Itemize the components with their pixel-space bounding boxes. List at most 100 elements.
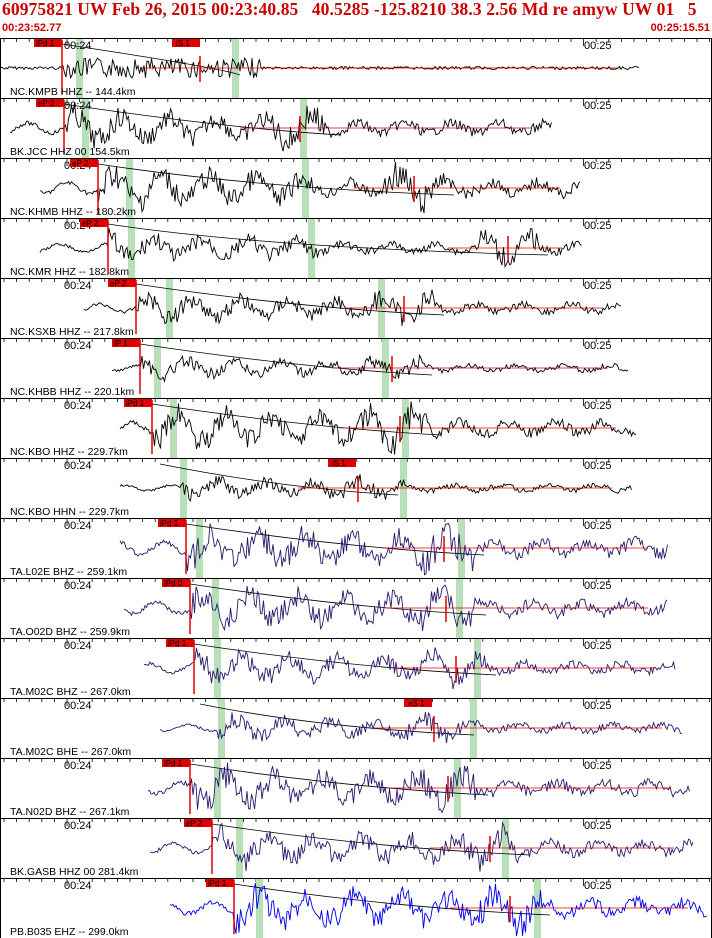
analysis-window [196, 519, 203, 578]
s-pick-tag[interactable] [172, 39, 200, 47]
minute-label-00-25: 00:25 [584, 340, 612, 352]
trace-row[interactable]: 00:24 00:25 eP 2 NC.KSXB HHZ -- 217.8km [0, 278, 712, 339]
s-pick-tag[interactable] [404, 699, 432, 707]
seismogram-panel[interactable]: 00:24 00:25 iPd 1 iS 1 NC.KMPB HHZ -- 144.4k… [0, 38, 712, 938]
coda-curve [185, 523, 485, 556]
pick-label: iP 1 [114, 339, 128, 348]
coda-curve [97, 163, 455, 196]
pick-label: iPd 1 [160, 519, 179, 528]
waveform-trace [83, 289, 622, 326]
analysis-window [232, 39, 239, 98]
analysis-window [126, 159, 133, 218]
analysis-window [218, 699, 225, 758]
trace-row[interactable]: 00:24 00:25 eP 2 BK.GASB HHZ 00 281.4km [0, 818, 712, 879]
coda-curve [159, 463, 399, 496]
station-label: TA.O02D BHZ -- 259.9km [10, 626, 130, 638]
trace-row[interactable]: 00:24 00:25 iPd 0 TA.O02D BHZ -- 259.9km [0, 578, 712, 639]
analysis-window [474, 639, 481, 698]
station-label: PB.B035 EHZ -- 299.0km [10, 926, 129, 938]
window-start-time: 00:23:52.77 [2, 22, 62, 34]
pick-label: iPd 1 [208, 879, 227, 888]
minute-label-00-25: 00:25 [584, 220, 612, 232]
minute-label-00-25: 00:25 [584, 40, 612, 52]
analysis-window [76, 39, 83, 98]
trace-row[interactable]: 00:24 00:25 iPd 1 TA.M02C BHZ -- 267.0km [0, 638, 712, 699]
minute-label-00-25: 00:25 [584, 100, 612, 112]
trace-row[interactable]: 00:24 00:25 iPd 1 TA.N02D BHZ -- 267.1km [0, 758, 712, 819]
pick-tag[interactable] [206, 879, 234, 887]
pick-tag[interactable] [184, 819, 212, 827]
analysis-window [302, 159, 309, 218]
station-label: TA.M02C BHE -- 267.0km [10, 746, 131, 758]
station-label: NC.KMPB HHZ -- 144.4km [10, 86, 136, 98]
minute-label-00-24: 00:24 [64, 820, 92, 832]
station-label: TA.L02E BHZ -- 259.1km [10, 566, 127, 578]
coda-curve [107, 223, 549, 256]
analysis-window [382, 339, 389, 398]
trace-row[interactable]: 00:24 00:25 iPd 1 NC.KBO HHZ -- 229.7km [0, 398, 712, 459]
analysis-window [166, 279, 173, 338]
pick-tag[interactable] [162, 759, 190, 767]
pick-label: iPd 1 [168, 639, 187, 648]
minute-label-00-24: 00:24 [64, 340, 92, 352]
waveform-trace [119, 474, 632, 502]
minute-label-00-24: 00:24 [64, 760, 92, 772]
trace-row[interactable]: 00:24 00:25 eS 1 TA.M02C BHE -- 267.0km [0, 698, 712, 759]
pick-tag[interactable] [80, 219, 108, 227]
minute-label-00-24: 00:24 [64, 460, 92, 472]
pick-tag[interactable] [108, 279, 136, 287]
minute-label-00-24: 00:24 [64, 580, 92, 592]
trace-row[interactable]: 00:24 00:25 iPd 1 TA.L02E BHZ -- 259.1km [0, 518, 712, 579]
pick-label: eP 2 [82, 219, 99, 228]
station-label: NC.KSXB HHZ -- 217.8km [10, 326, 134, 338]
analysis-window [534, 879, 541, 938]
waveform-trace [111, 353, 629, 383]
pick-tag[interactable] [70, 159, 98, 167]
s-pick-label: eS 1 [408, 699, 425, 708]
analysis-window [458, 519, 465, 578]
pick-label: iPd 1 [164, 759, 183, 768]
station-label: BK.GASB HHZ 00 281.4km [10, 866, 139, 878]
minute-label-00-25: 00:25 [584, 580, 612, 592]
pick-label: iPd 1 [36, 39, 55, 48]
minute-label-00-25: 00:25 [584, 460, 612, 472]
pick-tag[interactable] [124, 399, 152, 407]
s-pick-label: iS 1 [332, 459, 346, 468]
waveform-trace [39, 228, 582, 269]
minute-label-00-25: 00:25 [584, 520, 612, 532]
minute-label-00-24: 00:24 [64, 640, 92, 652]
pick-tag[interactable] [36, 99, 64, 107]
pick-tag[interactable] [166, 639, 194, 647]
waveform-trace [147, 762, 690, 814]
trace-row[interactable]: 00:24 00:25 iPd 1 PB.B035 EHZ -- 299.0km [0, 878, 712, 938]
pick-label: eP 2 [72, 159, 89, 168]
pick-tag[interactable] [162, 579, 190, 587]
pick-tag[interactable] [34, 39, 62, 47]
minute-label-00-25: 00:25 [584, 160, 612, 172]
minute-label-00-25: 00:25 [584, 280, 612, 292]
station-label: NC.KHBB HHZ -- 220.1km [10, 386, 135, 398]
coda-curve [193, 643, 497, 676]
pick-tag[interactable] [112, 339, 140, 347]
minute-label-00-24: 00:24 [64, 700, 92, 712]
trace-row[interactable]: 00:24 00:25 iP 1 NC.KHBB HHZ -- 220.1km [0, 338, 712, 399]
analysis-window [402, 399, 409, 458]
waveform-trace [159, 711, 683, 744]
s-pick-tag[interactable] [328, 459, 356, 467]
event-title: 60975821 UW Feb 26, 2015 00:23:40.85 40.… [2, 0, 697, 19]
station-label: NC.KBO HHZ -- 229.7km [10, 446, 128, 458]
minute-label-00-25: 00:25 [584, 820, 612, 832]
station-label: TA.M02C BHZ -- 267.0km [10, 686, 131, 698]
station-label: NC.KMR HHZ -- 182.8km [10, 266, 129, 278]
analysis-window [214, 759, 221, 818]
pick-tag[interactable] [158, 519, 186, 527]
trace-row[interactable]: 00:24 00:25 iS 1 NC.KBO HHN -- 229.7km [0, 458, 712, 519]
analysis-window [256, 879, 263, 938]
waveform-trace [39, 161, 581, 214]
analysis-window [470, 699, 477, 758]
analysis-window [82, 99, 89, 158]
